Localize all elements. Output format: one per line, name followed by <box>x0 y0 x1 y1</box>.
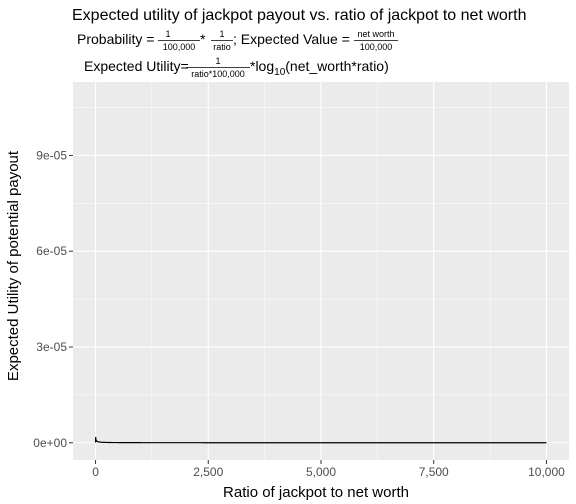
multiply-sign: * <box>200 31 206 47</box>
x-tick-label: 2,500 <box>193 465 223 479</box>
log-prefix: *log10(net_worth*ratio) <box>250 58 389 78</box>
grid-major <box>73 82 569 460</box>
probability-numerator-1: 1 <box>165 29 170 39</box>
x-tick-label: 7,500 <box>419 465 449 479</box>
subtitle-line-1: Probability = 1 100,000 * 1 ratio ; Expe… <box>77 29 398 52</box>
x-tick-label: 10,000 <box>528 465 565 479</box>
probability-denominator-2: ratio <box>213 42 231 52</box>
y-tick-label: 6e-05 <box>36 244 67 258</box>
x-axis-title: Ratio of jackpot to net worth <box>223 484 409 501</box>
expected-value-denominator: 100,000 <box>360 42 393 52</box>
y-axis: 0e+00 3e-05 6e-05 9e-05 <box>33 148 73 450</box>
y-tick-label: 3e-05 <box>36 340 67 354</box>
probability-label: Probability = <box>77 31 154 47</box>
expected-utility-numerator: 1 <box>215 56 220 66</box>
probability-denominator-1: 100,000 <box>163 42 196 52</box>
expected-value-label: ; Expected Value = <box>233 31 350 47</box>
x-tick-label: 0 <box>92 465 99 479</box>
y-tick-label: 9e-05 <box>36 148 67 162</box>
subtitle-line-2: Expected Utility= 1 ratio*100,000 *log10… <box>84 56 389 79</box>
expected-utility-denominator: ratio*100,000 <box>191 69 245 79</box>
y-tick-label: 0e+00 <box>33 436 67 450</box>
series-line <box>94 437 547 444</box>
x-tick-label: 5,000 <box>306 465 336 479</box>
expected-utility-label: Expected Utility= <box>84 58 189 74</box>
chart-title: Expected utility of jackpot payout vs. r… <box>72 7 526 24</box>
probability-numerator-2: 1 <box>219 29 224 39</box>
expected-value-numerator: net worth <box>357 29 394 39</box>
y-axis-title: Expected Utility of potential payout <box>5 150 22 381</box>
x-axis: 0 2,500 5,000 7,500 10,000 <box>92 460 565 479</box>
